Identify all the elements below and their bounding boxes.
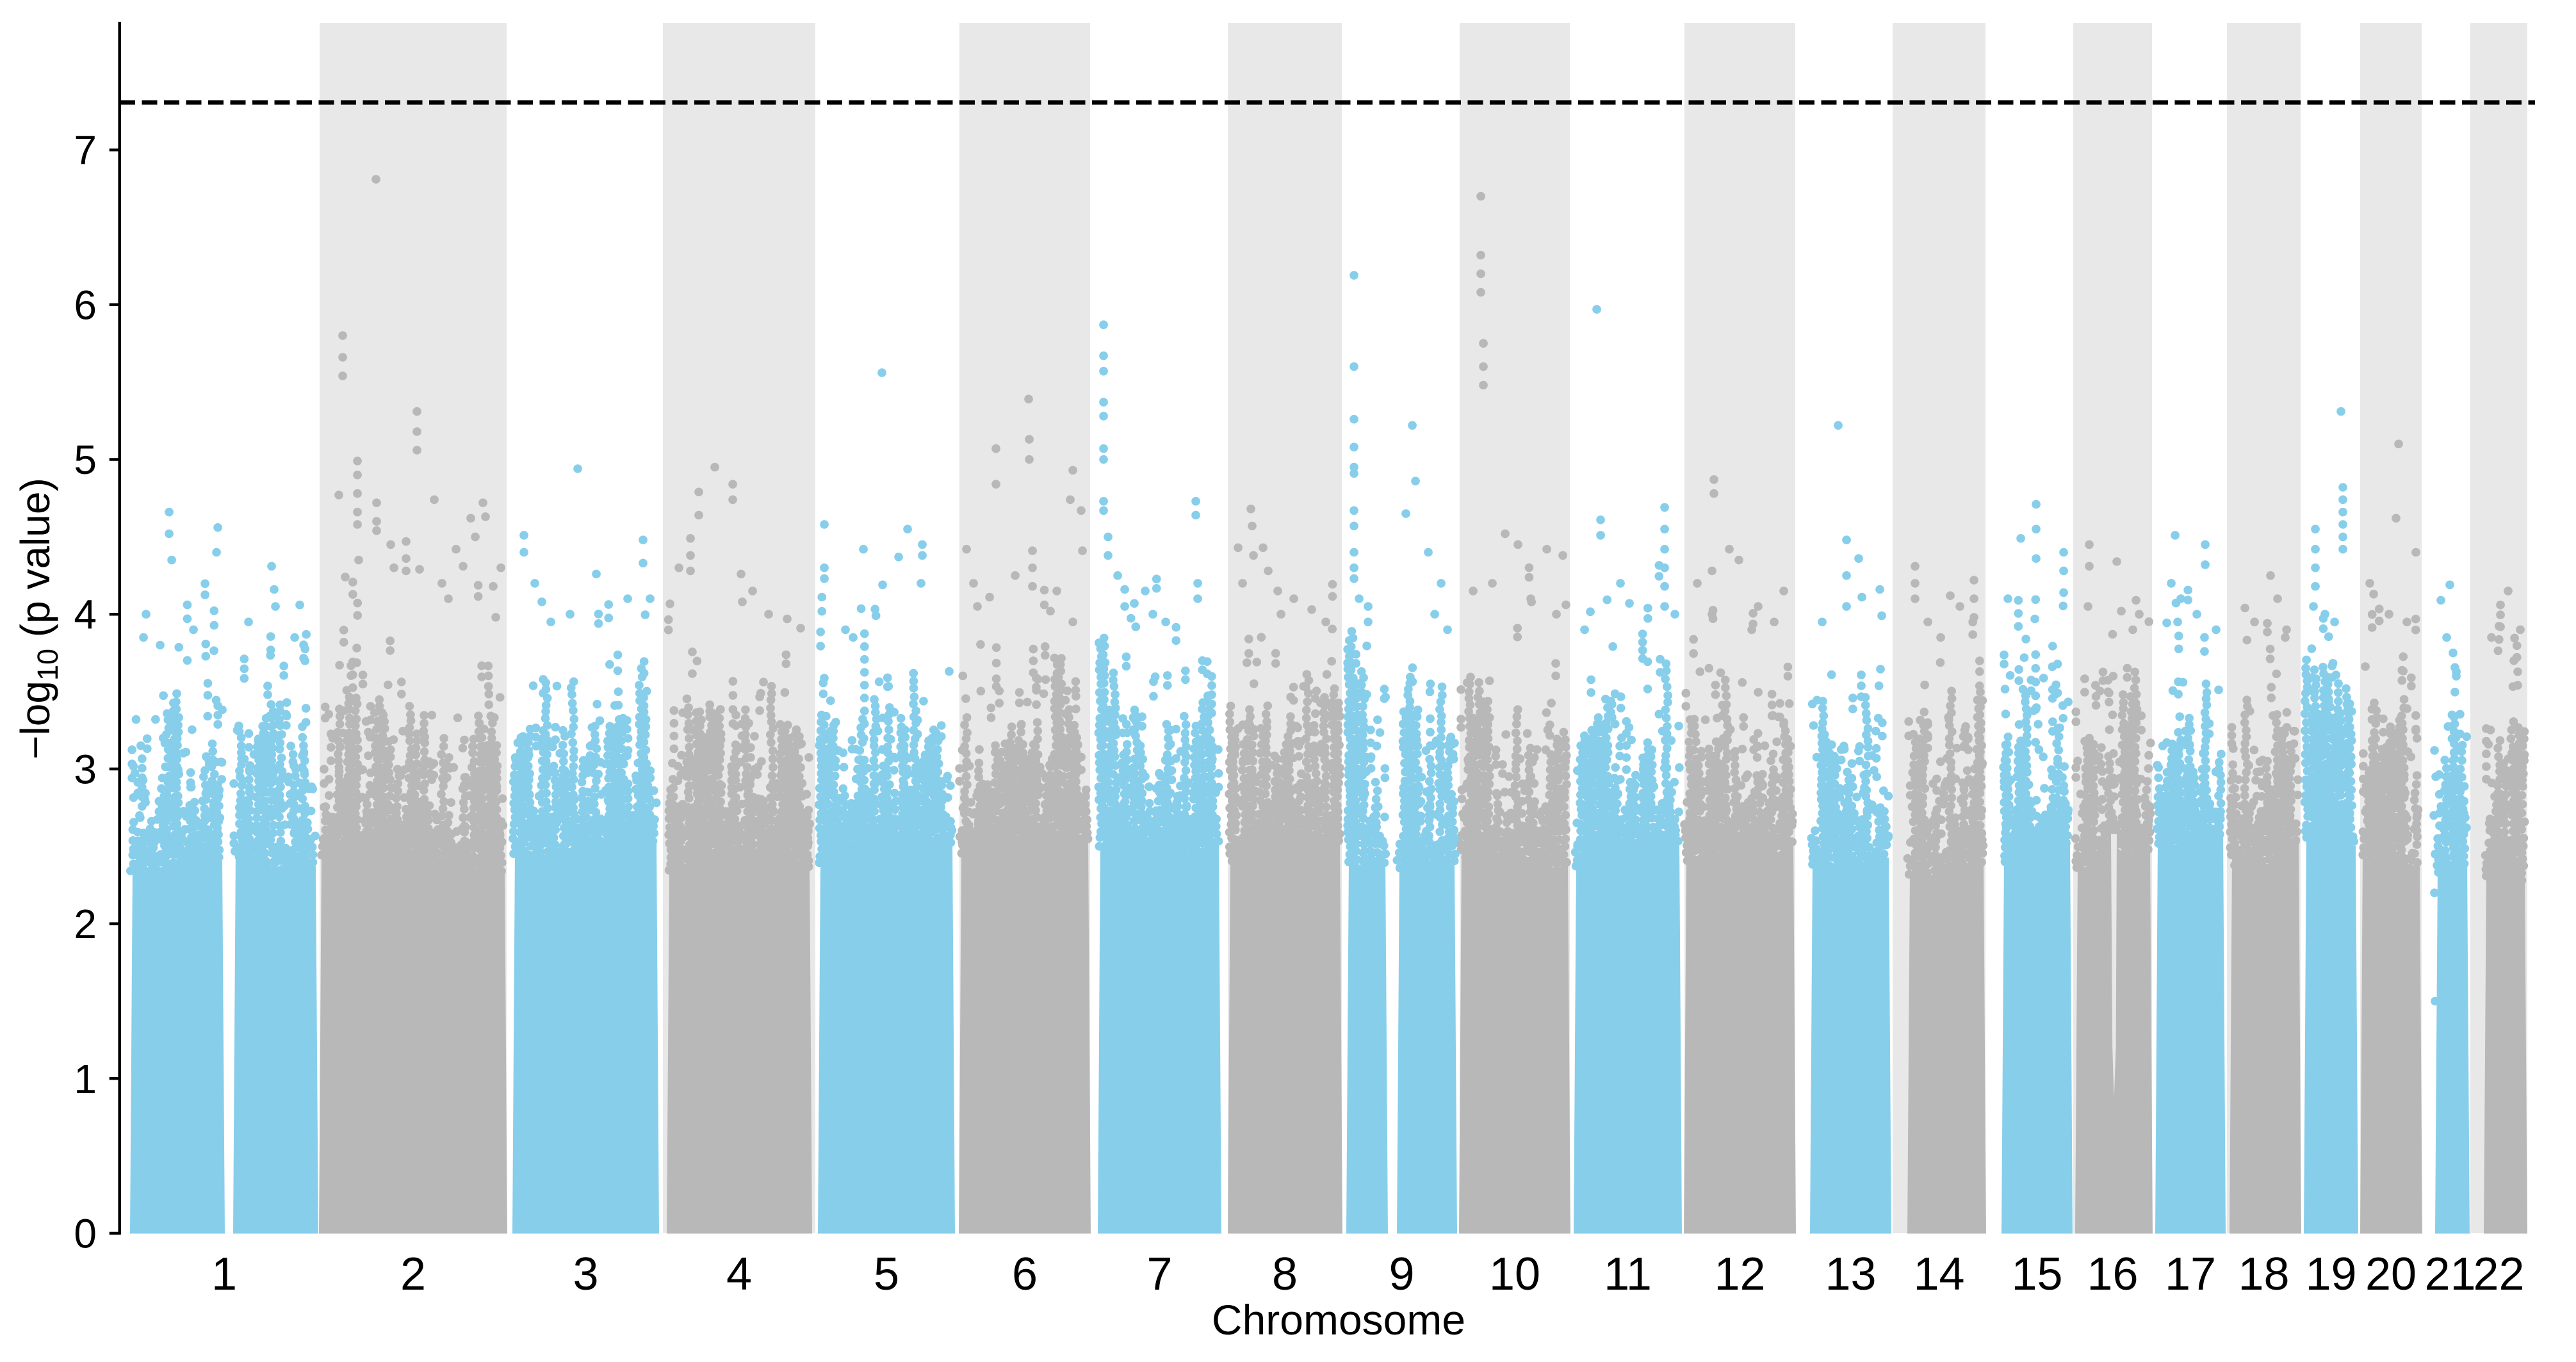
svg-text:20: 20 <box>2365 1249 2417 1300</box>
svg-text:15: 15 <box>2011 1249 2062 1300</box>
svg-text:7: 7 <box>74 127 97 174</box>
svg-text:13: 13 <box>1825 1249 1876 1300</box>
svg-text:14: 14 <box>1913 1249 1964 1300</box>
svg-text:1: 1 <box>74 1056 97 1102</box>
svg-text:18: 18 <box>2238 1249 2289 1300</box>
svg-text:17: 17 <box>2165 1249 2216 1300</box>
svg-text:0: 0 <box>74 1211 97 1257</box>
svg-text:8: 8 <box>1272 1249 1298 1300</box>
svg-text:19: 19 <box>2305 1249 2356 1300</box>
svg-text:12: 12 <box>1714 1249 1765 1300</box>
svg-text:3: 3 <box>573 1249 598 1300</box>
svg-text:−log10 (p value): −log10 (p value) <box>12 478 64 759</box>
svg-text:3: 3 <box>74 746 97 792</box>
svg-text:4: 4 <box>726 1249 752 1300</box>
svg-text:9: 9 <box>1389 1249 1414 1300</box>
svg-text:21: 21 <box>2424 1249 2475 1300</box>
svg-text:6: 6 <box>1012 1249 1038 1300</box>
svg-text:16: 16 <box>2087 1249 2138 1300</box>
svg-text:2: 2 <box>400 1249 426 1300</box>
svg-text:22: 22 <box>2473 1249 2524 1300</box>
svg-text:7: 7 <box>1146 1249 1172 1300</box>
svg-text:10: 10 <box>1489 1249 1540 1300</box>
svg-text:5: 5 <box>74 437 97 483</box>
svg-text:11: 11 <box>1604 1249 1652 1300</box>
svg-text:5: 5 <box>874 1249 899 1300</box>
svg-text:2: 2 <box>74 901 97 947</box>
svg-text:Chromosome: Chromosome <box>1212 1296 1465 1343</box>
svg-text:1: 1 <box>211 1249 237 1300</box>
svg-text:6: 6 <box>74 282 97 328</box>
svg-text:4: 4 <box>74 592 97 638</box>
